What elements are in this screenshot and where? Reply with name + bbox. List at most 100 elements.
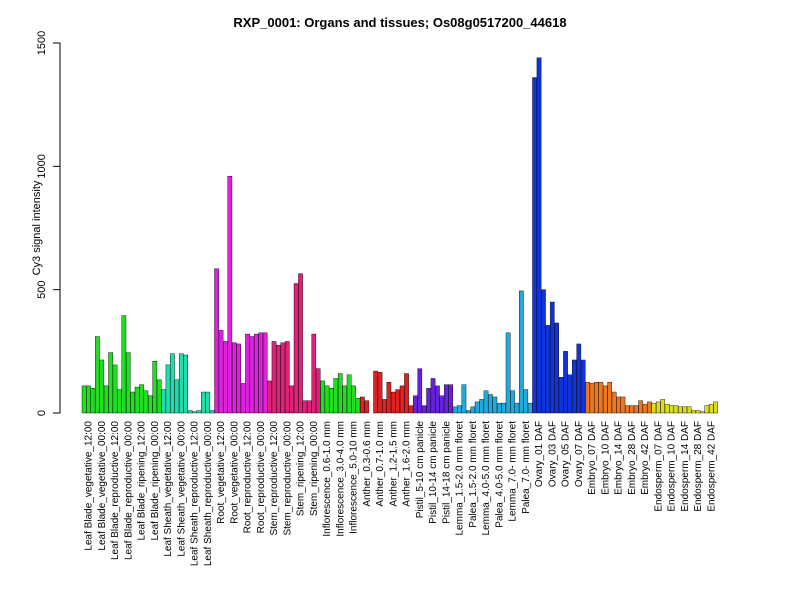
bar	[187, 410, 193, 414]
x-category-label: Embryo_42 DAF	[640, 421, 651, 495]
bar	[580, 359, 586, 414]
bar	[488, 394, 493, 414]
bar	[686, 406, 692, 414]
bar	[413, 395, 418, 414]
x-category-label: Palea_1.5-2.0 mm floret	[468, 421, 479, 528]
bar	[474, 401, 480, 414]
bar	[549, 301, 555, 414]
bar	[86, 385, 91, 414]
bar	[324, 385, 330, 414]
x-category-label: Pistil_5-10 cm panicle	[415, 421, 426, 519]
x-category-label: Ovary_01 DAF	[534, 421, 545, 487]
bar	[170, 353, 175, 414]
bar	[320, 380, 325, 414]
bar	[700, 411, 705, 414]
bar	[492, 396, 498, 414]
bar	[638, 400, 643, 414]
bar	[302, 400, 308, 414]
bar	[594, 381, 599, 414]
x-category-label: Root_vegetative_12:00	[216, 421, 227, 524]
bar	[496, 402, 502, 414]
bar	[289, 385, 294, 414]
bar	[148, 395, 153, 414]
bar	[563, 351, 568, 414]
bar	[245, 333, 250, 414]
bar	[258, 332, 264, 414]
bar	[178, 353, 184, 414]
bar	[377, 372, 383, 414]
bar	[505, 332, 511, 414]
bar	[501, 402, 506, 414]
bar	[165, 364, 171, 414]
x-category-label: Root_reproductive_00:00	[256, 421, 267, 534]
bar	[620, 396, 626, 414]
bar	[629, 405, 635, 414]
x-category-label: Stem_reproductive_00:00	[282, 421, 293, 536]
bar	[664, 404, 670, 414]
x-category-label: Endosperm_14 DAF	[680, 421, 691, 512]
y-tick-label: 1500	[36, 31, 48, 55]
bar	[602, 385, 608, 414]
bar	[134, 386, 140, 414]
bar	[121, 315, 127, 414]
x-category-label: Palea_4.0-5.0 mm floret	[494, 421, 505, 528]
bar	[691, 410, 696, 414]
bar	[139, 384, 144, 414]
bar	[541, 289, 546, 414]
x-category-label: Lemma_1.5-2.0 mm floret	[455, 421, 466, 536]
bar	[152, 361, 158, 414]
bar	[192, 411, 197, 414]
bar	[90, 388, 96, 414]
x-category-label: Leaf Blade_ripening_00:00	[150, 421, 161, 541]
bar	[647, 401, 652, 414]
bar	[311, 333, 317, 414]
y-tick-label: 500	[36, 280, 48, 298]
bar	[161, 389, 166, 414]
x-category-label: Ovary_05 DAF	[561, 421, 572, 487]
bar	[633, 405, 639, 414]
bar	[457, 405, 462, 414]
bar	[315, 368, 321, 414]
bar	[196, 410, 202, 414]
x-category-label: Embryo_28 DAF	[627, 421, 638, 495]
x-category-label: Inflorescence_3.0-4.0 mm	[335, 421, 346, 537]
bar	[214, 268, 219, 414]
x-category-label: Leaf Sheath_vegetative_00:00	[176, 421, 187, 557]
x-category-label: Stem_ripening_12:00	[296, 421, 307, 517]
bar	[112, 364, 118, 414]
bar	[174, 379, 180, 414]
bar	[231, 342, 237, 414]
bar	[351, 385, 356, 414]
bar	[240, 383, 246, 414]
bar	[404, 373, 409, 414]
bar	[527, 402, 533, 414]
bar	[558, 377, 564, 414]
bar	[271, 341, 277, 414]
x-category-label: Leaf Blade_vegetative_12:00	[84, 421, 95, 551]
x-category-label: Leaf Blade_reproductive_12:00	[110, 421, 121, 560]
bar	[673, 405, 679, 414]
x-category-label: Anther_0.7-1.0 mm	[375, 421, 386, 507]
bar	[421, 405, 427, 414]
bar	[329, 388, 334, 414]
bar	[466, 410, 471, 414]
bar	[510, 390, 515, 414]
y-tick-label: 1000	[36, 154, 48, 178]
bars	[81, 57, 719, 414]
x-category-label: Anther_0.3-0.6 mm	[362, 421, 373, 507]
bar	[95, 336, 100, 414]
bar	[479, 399, 484, 414]
bar	[276, 344, 281, 414]
bar	[390, 391, 396, 414]
bar	[386, 381, 392, 414]
x-category-label: Anther_1.6-2.0 mm	[402, 421, 413, 507]
x-category-label: Leaf Sheath_reproductive_00:00	[203, 421, 214, 567]
bar	[514, 402, 520, 414]
x-category-label: Ovary_03 DAF	[547, 421, 558, 487]
bar	[201, 391, 206, 414]
x-category-label: Embryo_10 DAF	[600, 421, 611, 495]
bar	[417, 368, 423, 414]
bar	[108, 352, 113, 414]
bar	[395, 389, 400, 414]
x-category-label: Leaf Sheath_vegetative_12:00	[163, 421, 174, 557]
